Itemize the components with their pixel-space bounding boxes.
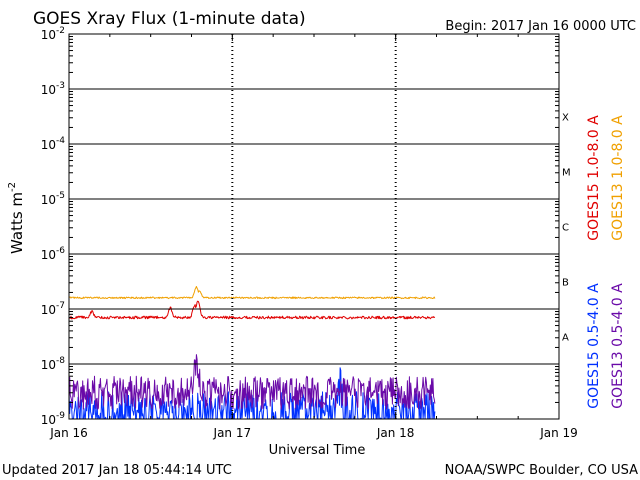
legend-entry: GOES15 0.5-4.0 A <box>586 283 602 409</box>
y-tick-label: 10-3 <box>41 81 65 97</box>
plot-frame <box>68 33 560 420</box>
y-tick-label: 10-5 <box>41 191 65 207</box>
series-line <box>69 300 436 320</box>
credit-label: NOAA/SWPC Boulder, CO USA <box>445 463 638 478</box>
series-line <box>68 286 436 300</box>
y-tick-label: 10-2 <box>41 26 65 42</box>
legend-entry: GOES13 1.0-8.0 A <box>610 115 626 241</box>
chart-title: GOES Xray Flux (1-minute data) <box>33 9 306 29</box>
svg-text:Watts m-2: Watts m-2 <box>7 182 26 254</box>
y-axis-label: Watts m-2 <box>7 182 26 254</box>
series-layer <box>68 286 436 420</box>
y-tick-label: 10-8 <box>41 356 66 372</box>
x-axis-label: Universal Time <box>269 443 366 458</box>
x-tick-label: Jan 17 <box>213 426 252 440</box>
y-tick-label: 10-9 <box>41 411 66 427</box>
y-tick-label: 10-4 <box>41 136 66 152</box>
legend-entry: GOES13 0.5-4.0 A <box>610 283 626 409</box>
y-tick-label: 10-7 <box>41 301 65 317</box>
legend: GOES15 1.0-8.0 A GOES13 1.0-8.0 A GOES15 0… <box>586 115 626 409</box>
y-tick-label: 10-6 <box>41 246 66 262</box>
flare-class-label: B <box>562 278 569 289</box>
y-axis-label-exponent: -2 <box>7 182 18 192</box>
x-tick-label: Jan 18 <box>376 426 415 440</box>
flare-class-label: X <box>562 113 569 124</box>
flare-class-label: M <box>562 168 571 179</box>
begin-time-label: Begin: 2017 Jan 16 0000 UTC <box>445 19 636 34</box>
x-tick-label: Jan 19 <box>539 426 578 440</box>
flare-class-label: C <box>562 223 569 234</box>
x-tick-label: Jan 16 <box>49 426 88 440</box>
updated-timestamp: Updated 2017 Jan 18 05:44:14 UTC <box>2 463 232 478</box>
y-axis-label-main: Watts m <box>8 192 26 254</box>
legend-entry: GOES15 1.0-8.0 A <box>586 115 602 241</box>
flare-class-label: A <box>562 333 569 344</box>
grid-layer <box>69 34 559 419</box>
series-line <box>68 354 436 410</box>
